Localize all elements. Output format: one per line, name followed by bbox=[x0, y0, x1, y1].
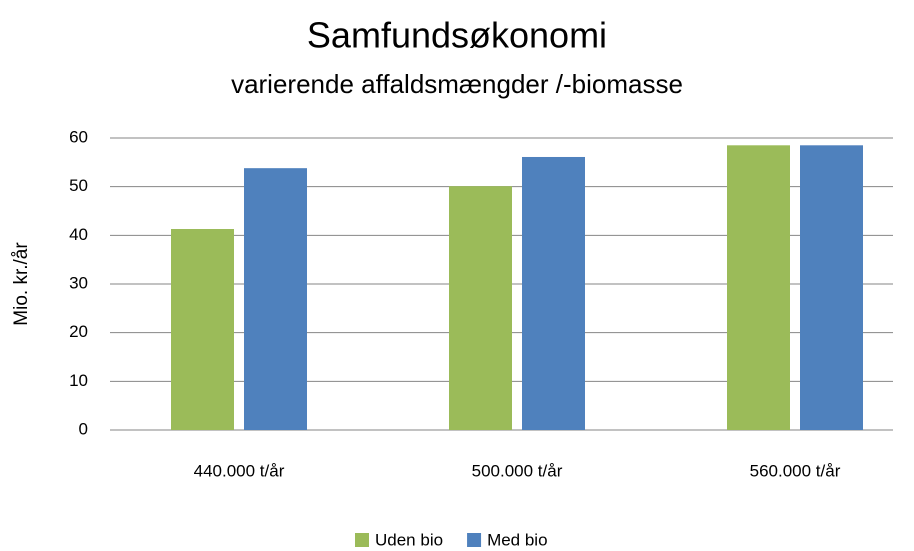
y-axis-label: Mio. kr./år bbox=[11, 242, 32, 326]
legend-label: Med bio bbox=[487, 530, 547, 549]
chart-title: Samfundsøkonomi bbox=[307, 15, 607, 56]
bar bbox=[449, 186, 512, 430]
legend-swatch bbox=[467, 533, 482, 547]
chart-subtitle: varierende affaldsmængder /-biomasse bbox=[231, 69, 683, 99]
y-tick-label: 0 bbox=[79, 419, 88, 438]
y-tick-label: 20 bbox=[69, 322, 88, 341]
legend-swatch bbox=[355, 533, 369, 547]
y-tick-label: 10 bbox=[69, 371, 88, 390]
y-tick-label: 60 bbox=[69, 127, 88, 146]
x-tick-label: 440.000 t/år bbox=[194, 461, 285, 480]
legend-label: Uden bio bbox=[375, 530, 443, 549]
bar bbox=[800, 145, 863, 431]
bar bbox=[727, 145, 790, 431]
x-tick-label: 560.000 t/år bbox=[750, 461, 841, 480]
bar bbox=[522, 156, 585, 431]
y-tick-label: 50 bbox=[69, 176, 88, 195]
y-tick-label: 30 bbox=[69, 273, 88, 292]
y-tick-label: 40 bbox=[69, 225, 88, 244]
x-tick-label: 500.000 t/år bbox=[472, 461, 563, 480]
bar bbox=[171, 229, 234, 430]
bar bbox=[244, 168, 307, 430]
